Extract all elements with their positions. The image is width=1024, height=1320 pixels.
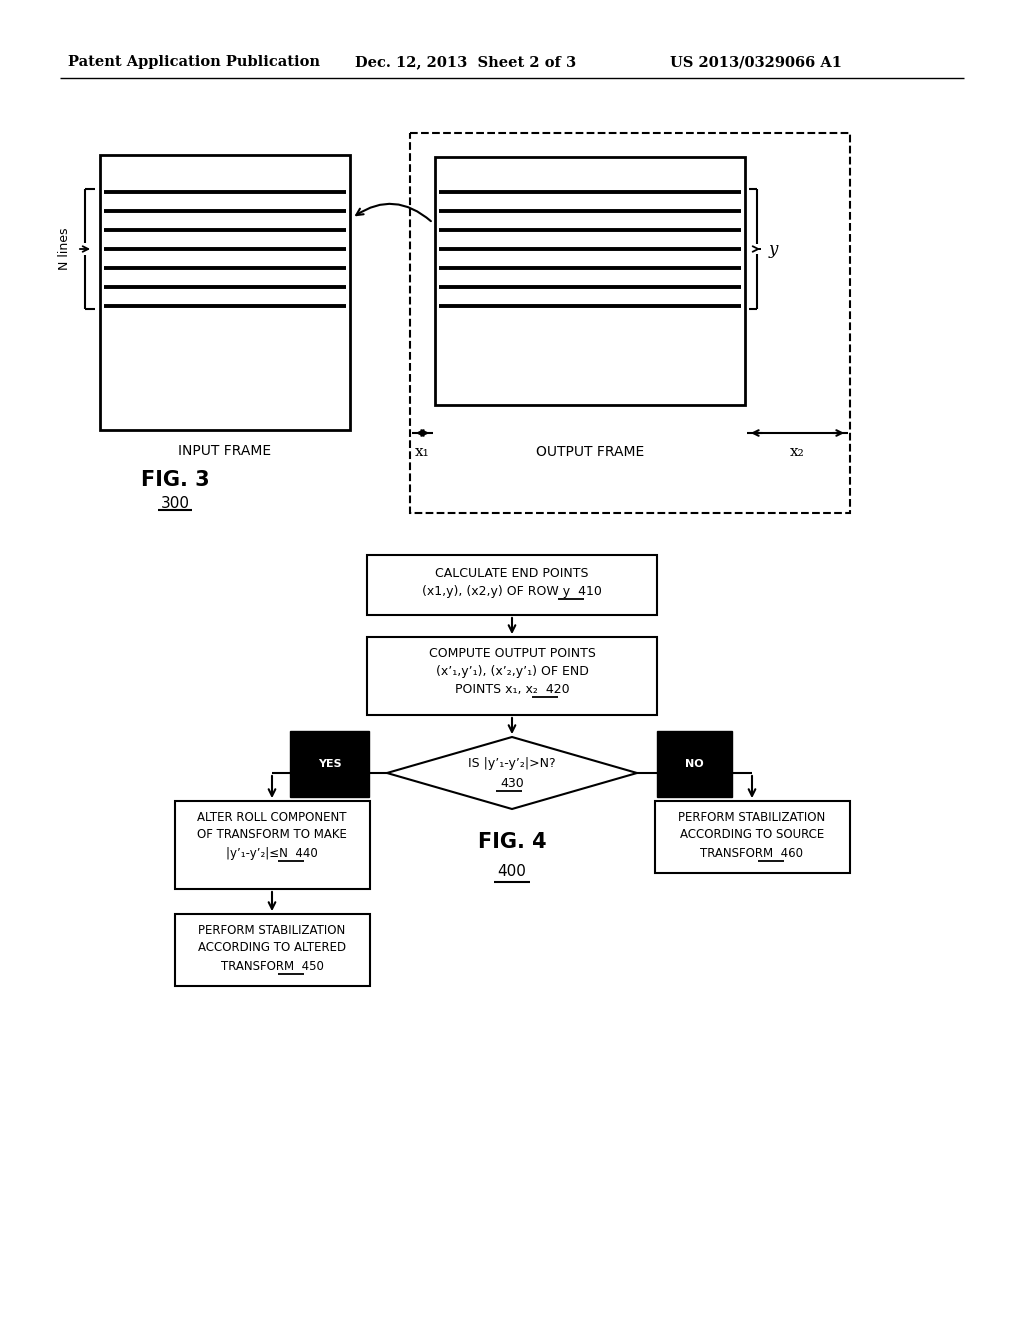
Text: Dec. 12, 2013  Sheet 2 of 3: Dec. 12, 2013 Sheet 2 of 3 [355, 55, 577, 69]
Text: Patent Application Publication: Patent Application Publication [68, 55, 319, 69]
FancyBboxPatch shape [654, 801, 850, 873]
Text: N lines: N lines [58, 228, 72, 271]
Text: ALTER ROLL COMPONENT: ALTER ROLL COMPONENT [198, 810, 347, 824]
FancyBboxPatch shape [174, 913, 370, 986]
Text: IS |y’₁-y’₂|>N?: IS |y’₁-y’₂|>N? [468, 756, 556, 770]
Text: PERFORM STABILIZATION: PERFORM STABILIZATION [199, 924, 346, 937]
FancyBboxPatch shape [367, 554, 657, 615]
Text: |y’₁-y’₂|≤N  440: |y’₁-y’₂|≤N 440 [226, 847, 317, 861]
Text: US 2013/0329066 A1: US 2013/0329066 A1 [670, 55, 842, 69]
Text: TRANSFORM  460: TRANSFORM 460 [700, 847, 804, 861]
Text: (x’₁,y’₁), (x’₂,y’₁) OF END: (x’₁,y’₁), (x’₂,y’₁) OF END [435, 665, 589, 678]
Text: NO: NO [685, 759, 703, 770]
Text: 430: 430 [500, 777, 524, 789]
Text: y: y [769, 240, 778, 257]
Text: 400: 400 [498, 865, 526, 879]
Text: OF TRANSFORM TO MAKE: OF TRANSFORM TO MAKE [197, 828, 347, 841]
Text: ACCORDING TO SOURCE: ACCORDING TO SOURCE [680, 828, 824, 841]
Text: (x1,y), (x2,y) OF ROW y  410: (x1,y), (x2,y) OF ROW y 410 [422, 585, 602, 598]
Text: 300: 300 [161, 496, 189, 511]
Text: x₂: x₂ [791, 445, 805, 459]
Text: x₁: x₁ [415, 445, 430, 459]
Text: YES: YES [317, 759, 341, 770]
Text: CALCULATE END POINTS: CALCULATE END POINTS [435, 568, 589, 579]
Text: TRANSFORM  450: TRANSFORM 450 [220, 960, 324, 973]
Text: ACCORDING TO ALTERED: ACCORDING TO ALTERED [198, 941, 346, 954]
FancyBboxPatch shape [100, 154, 350, 430]
Text: FIG. 3: FIG. 3 [140, 470, 209, 490]
Text: INPUT FRAME: INPUT FRAME [178, 444, 271, 458]
FancyBboxPatch shape [174, 801, 370, 888]
Polygon shape [387, 737, 637, 809]
Text: FIG. 4: FIG. 4 [477, 832, 547, 851]
FancyBboxPatch shape [410, 133, 850, 513]
Text: POINTS x₁, x₂  420: POINTS x₁, x₂ 420 [455, 682, 569, 696]
FancyBboxPatch shape [367, 638, 657, 715]
FancyBboxPatch shape [435, 157, 745, 405]
Text: COMPUTE OUTPUT POINTS: COMPUTE OUTPUT POINTS [429, 647, 595, 660]
Text: PERFORM STABILIZATION: PERFORM STABILIZATION [678, 810, 825, 824]
Text: OUTPUT FRAME: OUTPUT FRAME [536, 445, 644, 459]
